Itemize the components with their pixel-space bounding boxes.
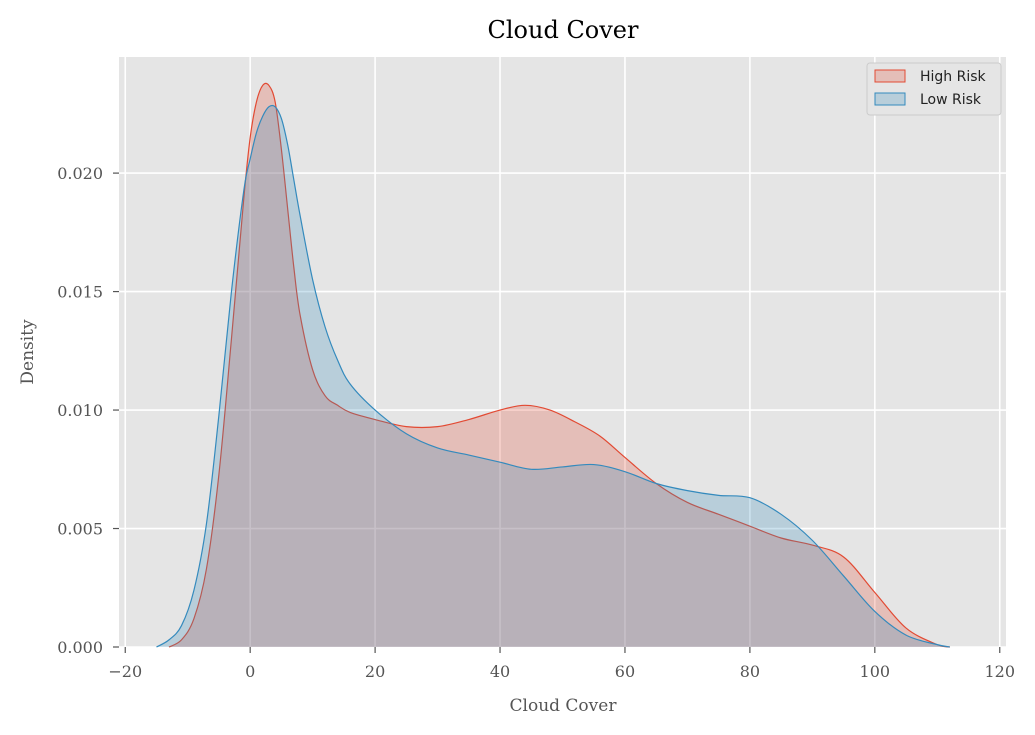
grid <box>119 57 1006 648</box>
x-tick-label: 0 <box>245 662 255 681</box>
x-tick-label: 20 <box>365 662 385 681</box>
legend-swatch-low-risk <box>874 92 906 106</box>
series-area-high-risk <box>168 83 950 648</box>
chart-title: Cloud Cover <box>488 16 640 44</box>
y-tick-label: 0.020 <box>57 164 103 183</box>
legend: High Risk Low Risk <box>866 62 1002 116</box>
series-layer <box>156 82 950 648</box>
y-tick-label: 0.000 <box>57 638 103 657</box>
x-tick-label: 40 <box>490 662 510 681</box>
x-axis: −20 0 20 40 60 80 100 120 <box>108 647 1015 681</box>
legend-label-high-risk: High Risk <box>920 69 987 85</box>
legend-box <box>866 62 1002 116</box>
series-area-low-risk <box>156 105 950 647</box>
legend-swatch-high-risk <box>874 69 906 83</box>
x-axis-label: Cloud Cover <box>510 696 618 716</box>
x-tick-label: 120 <box>984 662 1015 681</box>
y-axis-label: Density <box>18 319 38 385</box>
legend-label-low-risk: Low Risk <box>920 92 982 108</box>
x-tick-label: 100 <box>860 662 891 681</box>
plot-background <box>119 57 1006 647</box>
series-line-low-risk <box>156 104 950 648</box>
x-tick-label: −20 <box>108 662 142 681</box>
y-tick-label: 0.015 <box>57 283 103 302</box>
x-tick-label: 60 <box>615 662 635 681</box>
x-tick-label: 80 <box>740 662 760 681</box>
y-tick-label: 0.005 <box>57 520 103 539</box>
y-axis: 0.000 0.005 0.010 0.015 0.020 <box>57 164 119 657</box>
y-tick-label: 0.010 <box>57 401 103 420</box>
series-line-high-risk <box>168 82 950 648</box>
